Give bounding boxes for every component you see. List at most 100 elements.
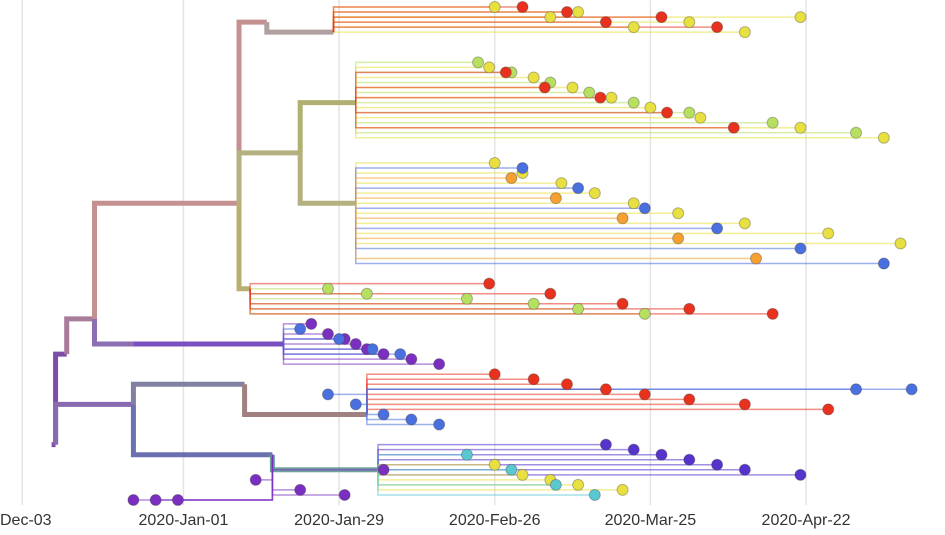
tip [405, 353, 418, 366]
tip [616, 212, 629, 225]
tip-branch [332, 6, 495, 33]
tip [572, 182, 585, 195]
branch [92, 200, 240, 319]
tip-branch [355, 76, 534, 103]
branch [264, 22, 334, 35]
tip-branch [355, 187, 579, 204]
tip [766, 116, 779, 129]
tip-branch [332, 26, 634, 33]
tip [638, 388, 651, 401]
tip-branch [332, 26, 718, 33]
tip [305, 317, 318, 330]
grid [21, 0, 807, 505]
tip [538, 81, 551, 94]
tip [483, 61, 496, 74]
tip-branch [332, 16, 801, 33]
branch [297, 152, 356, 206]
tip [149, 493, 162, 506]
branch [236, 19, 267, 204]
tip [877, 131, 890, 144]
tip-branch [332, 16, 662, 33]
tip [333, 333, 346, 346]
tip [549, 192, 562, 205]
tip-branch [377, 469, 801, 476]
tip [794, 121, 807, 134]
branch [236, 203, 251, 292]
tip [549, 478, 562, 491]
tip [738, 26, 751, 39]
tip [338, 488, 351, 501]
tip-branch [366, 398, 690, 415]
tip [366, 343, 379, 356]
tip [594, 91, 607, 104]
tip-branch [282, 344, 401, 355]
tip [472, 56, 485, 69]
branches [51, 6, 912, 501]
tip [694, 111, 707, 124]
tip [527, 297, 540, 310]
branch [53, 401, 134, 445]
tip [377, 463, 390, 476]
tip [583, 86, 596, 99]
tip [644, 101, 657, 114]
tip [405, 413, 418, 426]
tip [794, 11, 807, 24]
tip-branch [332, 16, 551, 33]
tip [599, 16, 612, 29]
tip [599, 383, 612, 396]
tip [738, 217, 751, 230]
tip-branch [377, 469, 556, 486]
tip [460, 292, 473, 305]
tip [850, 383, 863, 396]
x-tick-label: 2020-Jan-01 [139, 512, 229, 529]
tip-branch [249, 288, 367, 295]
tip [683, 453, 696, 466]
tip-branch [355, 197, 556, 204]
x-tick-label: 2020-Jan-29 [294, 512, 384, 529]
tip [711, 21, 724, 34]
tip [655, 448, 668, 461]
tip [672, 207, 685, 220]
tip [527, 71, 540, 84]
tip-branch [282, 344, 412, 360]
tip [377, 348, 390, 361]
tip [499, 66, 512, 79]
tip [544, 287, 557, 300]
tip [488, 156, 501, 169]
tip [488, 1, 501, 14]
tip [766, 307, 779, 320]
tip [505, 172, 518, 185]
tip-branch [249, 288, 773, 315]
tip-branch [366, 388, 606, 415]
tip [794, 468, 807, 481]
tip [360, 287, 373, 300]
tip [588, 488, 601, 501]
tip [349, 398, 362, 411]
tip-branch [377, 464, 495, 470]
tip [599, 438, 612, 451]
tip [627, 21, 640, 34]
tip-branch [355, 203, 756, 260]
tip-branch [271, 454, 384, 471]
tip-branch [355, 102, 651, 109]
tip [894, 237, 907, 250]
x-tick-label: 2020-Feb-26 [449, 512, 541, 529]
tip-branch [249, 282, 490, 289]
tip [516, 161, 529, 174]
tip [672, 232, 685, 245]
tip [566, 81, 579, 94]
tip-branch [355, 203, 718, 230]
tip-branch [366, 388, 912, 415]
tip [727, 121, 740, 134]
tip [516, 468, 529, 481]
tip [483, 277, 496, 290]
tip [171, 493, 184, 506]
tip [627, 197, 640, 210]
tip-branch [355, 203, 623, 220]
tip [349, 338, 362, 351]
branch [242, 384, 367, 417]
x-tick-label: Dec-03 [0, 512, 52, 529]
tip [488, 368, 501, 381]
tip [544, 11, 557, 24]
tip-branch [282, 338, 340, 345]
